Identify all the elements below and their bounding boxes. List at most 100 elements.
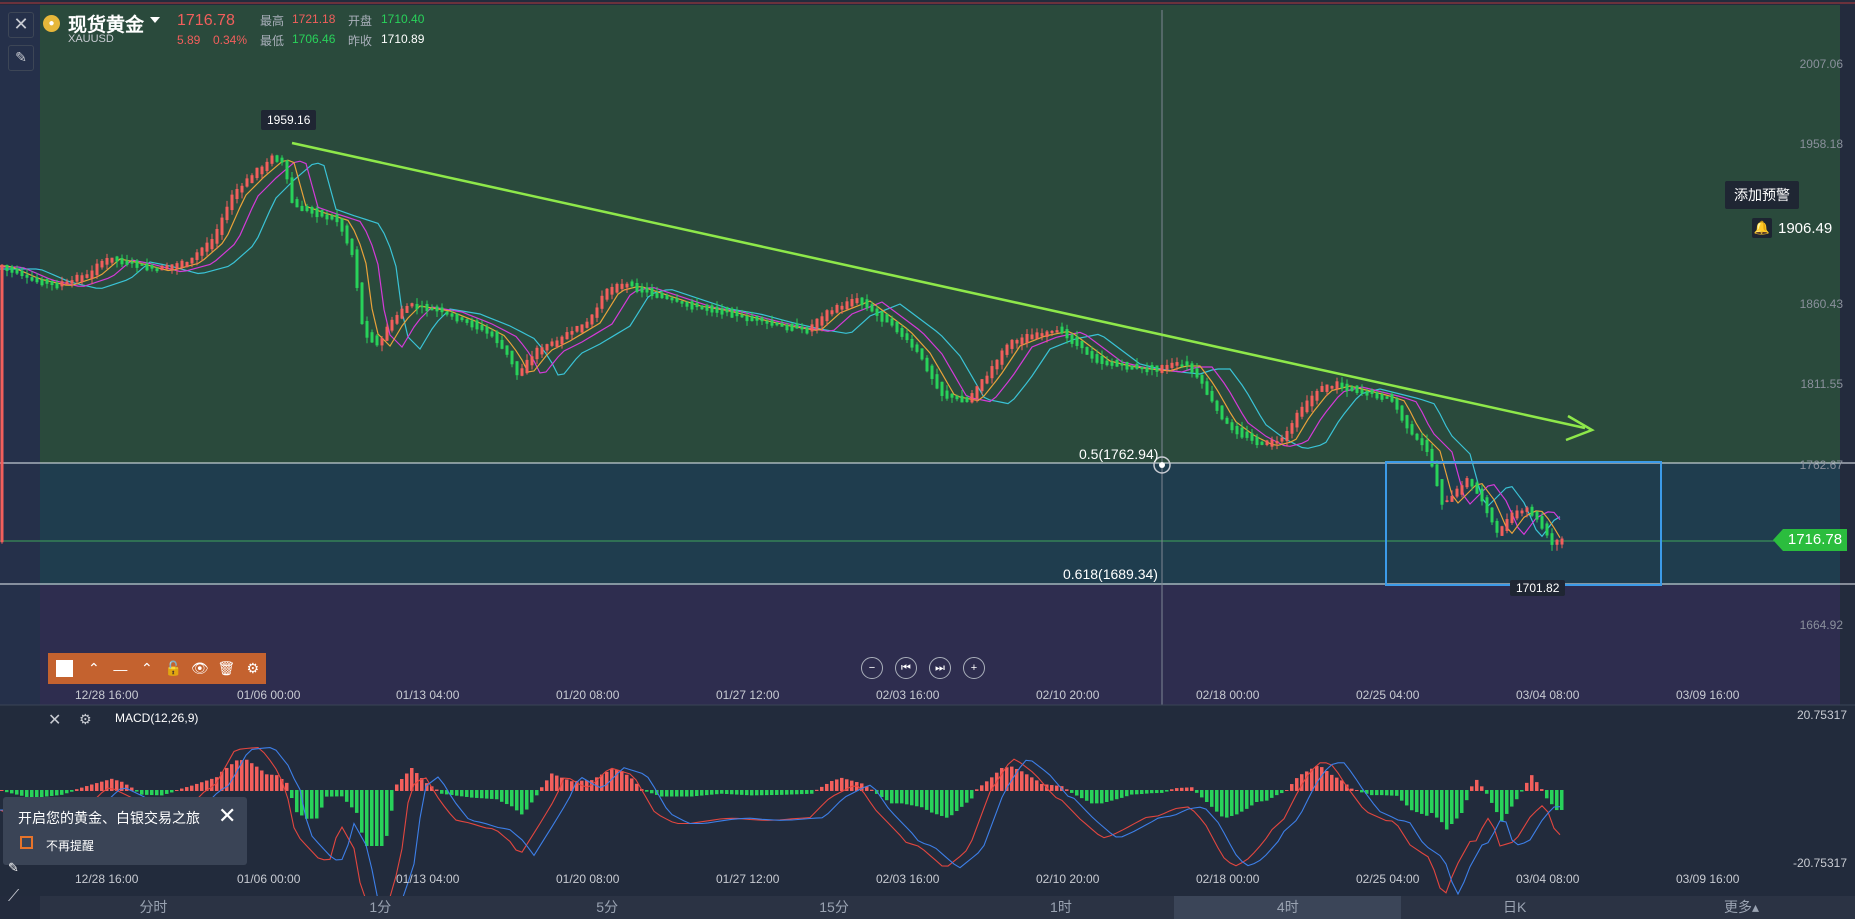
macd-histogram-bar — [1510, 790, 1514, 807]
dont-remind-label[interactable]: 不再提醒 — [46, 839, 95, 853]
candle-body — [180, 260, 184, 268]
close-button[interactable]: ✕ — [8, 12, 34, 38]
candle-body — [910, 338, 914, 348]
scroll-end-button[interactable]: ⏭ — [929, 657, 951, 679]
candle-body — [120, 257, 124, 265]
candle-body — [575, 325, 579, 332]
macd-histogram-bar — [800, 790, 804, 795]
macd-histogram-bar — [1515, 790, 1519, 800]
macd-x-axis-label: 01/20 08:00 — [556, 872, 620, 886]
macd-histogram-bar — [670, 790, 674, 797]
macd-histogram-bar — [505, 790, 509, 805]
candle-body — [320, 210, 324, 217]
candle-body — [1170, 362, 1174, 368]
candle-body — [1305, 400, 1309, 413]
candle-body — [1180, 364, 1184, 367]
macd-histogram-bar — [1345, 784, 1349, 791]
macd-histogram-bar — [225, 767, 229, 791]
line-style-caret-icon[interactable]: ⌃ — [140, 660, 153, 676]
candle-body — [1245, 431, 1249, 438]
macd-histogram-bar — [105, 780, 109, 791]
pencil-icon[interactable]: ✎ — [8, 860, 19, 875]
tab-5min[interactable]: 5分 — [596, 899, 619, 915]
zoom-out-button[interactable]: − — [861, 657, 883, 679]
add-alert-button[interactable]: 添加预警 — [1725, 181, 1799, 209]
current-price-tag: 1716.78 — [1783, 529, 1847, 551]
candle-body — [365, 320, 369, 338]
line-style-icon[interactable]: — — [113, 660, 128, 677]
tab-daily[interactable]: 日K — [1503, 899, 1527, 915]
macd-histogram-bar — [1315, 765, 1319, 791]
tab-1hour[interactable]: 1时 — [1050, 899, 1072, 915]
macd-histogram-bar — [40, 790, 44, 798]
color-caret-icon[interactable]: ⌃ — [88, 660, 100, 676]
macd-histogram-bar — [1245, 790, 1249, 809]
candle-body — [245, 178, 249, 187]
candle-body — [335, 214, 339, 223]
macd-histogram-bar — [65, 790, 69, 794]
macd-histogram-bar — [485, 790, 489, 799]
candle-body — [1515, 510, 1519, 519]
macd-histogram-bar — [50, 790, 54, 796]
tab-15min[interactable]: 15分 — [819, 899, 849, 915]
candle-body — [490, 331, 494, 337]
instrument-title[interactable]: 现货黄金 — [68, 15, 145, 36]
macd-gear-icon[interactable]: ⚙ — [79, 711, 92, 727]
chart-navigation: − ⏮ ⏭ + — [861, 657, 985, 679]
popup-close-icon[interactable]: ✕ — [218, 803, 237, 828]
macd-histogram-bar — [915, 790, 919, 807]
macd-histogram-bar — [1395, 790, 1399, 796]
candle-body — [1130, 365, 1134, 370]
candle-body — [150, 265, 154, 269]
tab-timeshare[interactable]: 分时 — [139, 899, 168, 915]
candle-body — [1105, 360, 1109, 366]
macd-histogram-bar — [1495, 790, 1499, 813]
trash-icon[interactable]: 🗑 — [217, 660, 236, 676]
macd-scale-top: 20.75317 — [1796, 708, 1847, 722]
candle-body — [1085, 347, 1089, 355]
macd-histogram-bar — [120, 781, 124, 791]
candle-body — [1015, 340, 1019, 344]
macd-histogram-bar — [940, 790, 944, 816]
macd-histogram-bar — [400, 779, 404, 791]
macd-histogram-bar — [1220, 790, 1224, 817]
candle-body — [475, 320, 479, 330]
chevron-down-icon[interactable] — [150, 17, 160, 23]
candle-body — [40, 279, 44, 286]
scroll-start-button[interactable]: ⏮ — [895, 657, 917, 679]
settings-gear-icon[interactable]: ⚙ — [246, 660, 259, 676]
macd-histogram-bar — [145, 790, 149, 795]
macd-histogram-bar — [770, 790, 774, 796]
color-swatch[interactable] — [56, 660, 73, 677]
macd-histogram-bar — [1545, 790, 1549, 799]
macd-close-icon[interactable]: ✕ — [48, 712, 62, 729]
macd-histogram-bar — [15, 790, 19, 795]
y-axis-label: 2007.06 — [1799, 57, 1843, 71]
macd-histogram-bar — [1275, 790, 1279, 796]
x-axis-label: 01/13 04:00 — [396, 688, 460, 702]
candle-body — [720, 308, 724, 315]
macd-histogram-bar — [1365, 790, 1369, 794]
tab-1min[interactable]: 1分 — [369, 899, 392, 915]
candle-body — [905, 333, 909, 341]
indicator-icon[interactable]: ⟋ — [8, 888, 20, 905]
candle-body — [1065, 329, 1069, 339]
candle-body — [1355, 385, 1359, 394]
candle-body — [1445, 500, 1449, 503]
draw-tool-button[interactable]: ✎ — [8, 45, 34, 71]
candle-body — [1035, 332, 1039, 340]
candle-body — [1450, 495, 1454, 502]
hide-icon[interactable]: 👁 — [190, 660, 209, 676]
unlock-icon[interactable]: 🔓 — [164, 660, 183, 676]
candle-body — [1320, 386, 1324, 392]
candle-body — [645, 287, 649, 293]
candle-body — [1485, 497, 1489, 514]
tab-more[interactable]: 更多▴ — [1724, 899, 1760, 915]
tab-4hour[interactable]: 4时 — [1174, 896, 1402, 919]
dont-remind-checkbox[interactable] — [20, 836, 33, 849]
zoom-in-button[interactable]: + — [963, 657, 985, 679]
candle-body — [915, 344, 919, 352]
alert-line-tag[interactable]: 🔔 1906.49 — [1752, 218, 1832, 238]
macd-histogram-bar — [950, 790, 954, 816]
